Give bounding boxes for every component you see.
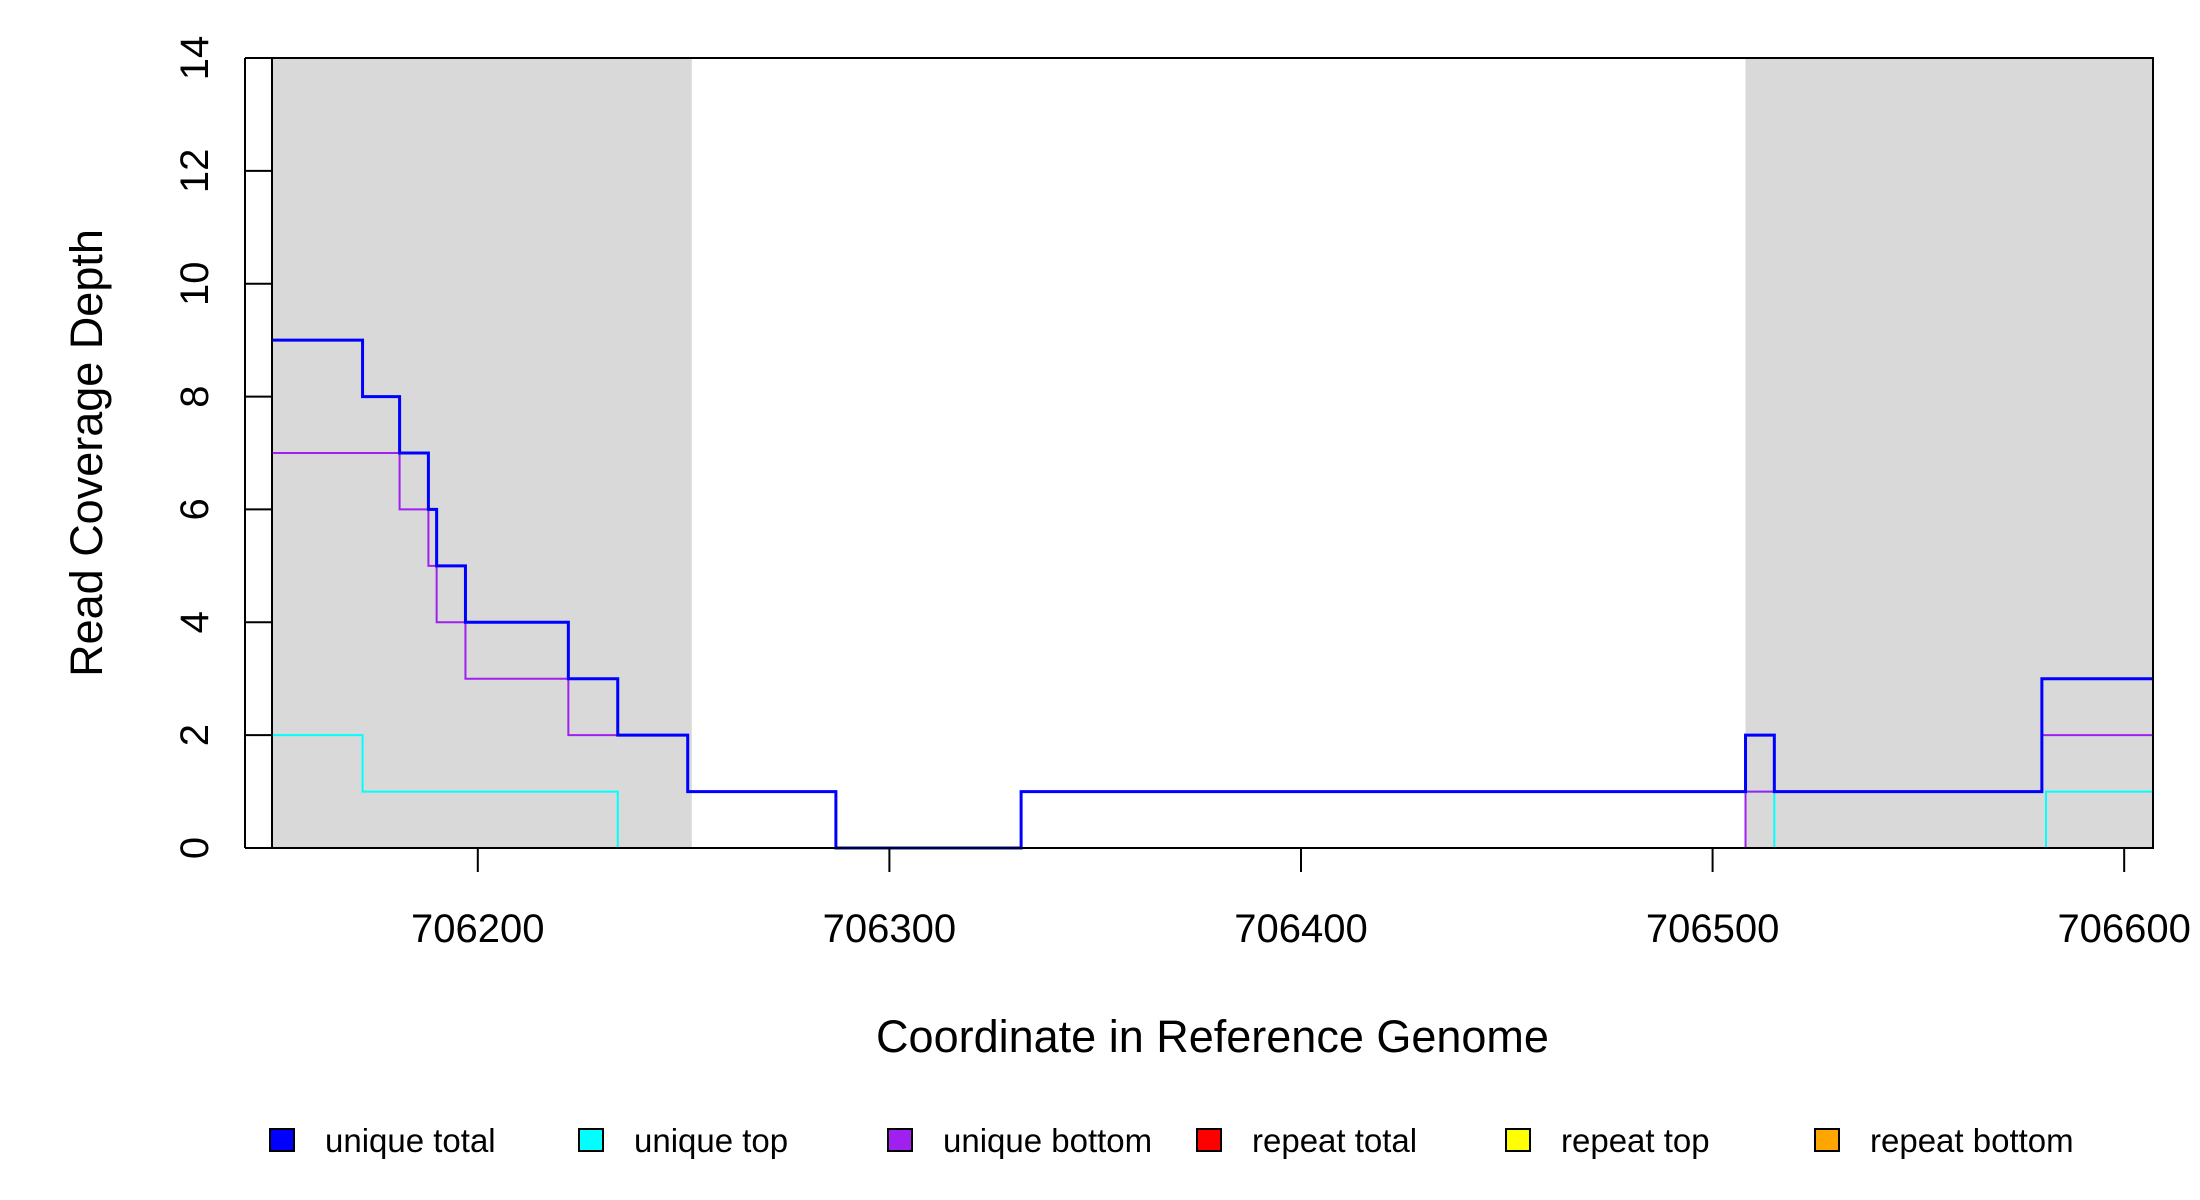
x-axis-title: Coordinate in Reference Genome [876,1011,1549,1062]
legend-swatch [578,1128,604,1152]
y-tick-label: 14 [173,36,217,81]
legend-label: unique total [325,1122,496,1159]
y-tick-label: 0 [173,837,217,859]
y-axis: 0 2 4 6 8 10 12 14 [173,36,272,859]
legend-item-repeat-bottom: repeat bottom [1814,1122,2074,1159]
series-line-unique-bottom [272,452,2153,849]
y-tick-label: 12 [173,149,217,194]
legend-label: repeat top [1561,1122,1710,1159]
legend-swatch [1196,1128,1222,1152]
x-tick-label: 706600 [2057,907,2190,951]
plot-frame [271,57,2154,849]
legend-swatch [269,1128,295,1152]
legend-item-repeat-total: repeat total [1196,1122,1417,1159]
legend-swatch [1814,1128,1840,1152]
y-tick-label: 6 [173,498,217,520]
legend: unique total unique top unique bottom repea… [269,1122,2074,1159]
y-tick-label: 2 [173,724,217,746]
legend-item-unique-bottom: unique bottom [887,1122,1152,1159]
legend-label: repeat total [1252,1122,1417,1159]
legend-label: unique bottom [943,1122,1152,1159]
y-axis-title: Read Coverage Depth [61,229,112,677]
legend-item-repeat-top: repeat top [1505,1122,1710,1159]
legend-swatch [1505,1128,1531,1152]
x-tick-label: 706300 [823,907,956,951]
series-line-unique-total [272,338,2153,850]
shaded-region-2 [1745,58,2153,848]
x-tick-label: 706200 [411,907,544,951]
y-tick-label: 10 [173,261,217,306]
x-tick-label: 706500 [1646,907,1779,951]
x-tick-label: 706400 [1234,907,1367,951]
legend-label: repeat bottom [1870,1122,2074,1159]
legend-item-unique-total: unique total [269,1122,496,1159]
legend-swatch [887,1128,913,1152]
x-axis: 706200 706300 706400 706500 706600 [411,848,2191,951]
y-tick-label: 4 [173,611,217,633]
legend-label: unique top [634,1122,788,1159]
legend-item-unique-top: unique top [578,1122,788,1159]
shaded-regions [272,58,2153,848]
y-tick-label: 8 [173,385,217,407]
